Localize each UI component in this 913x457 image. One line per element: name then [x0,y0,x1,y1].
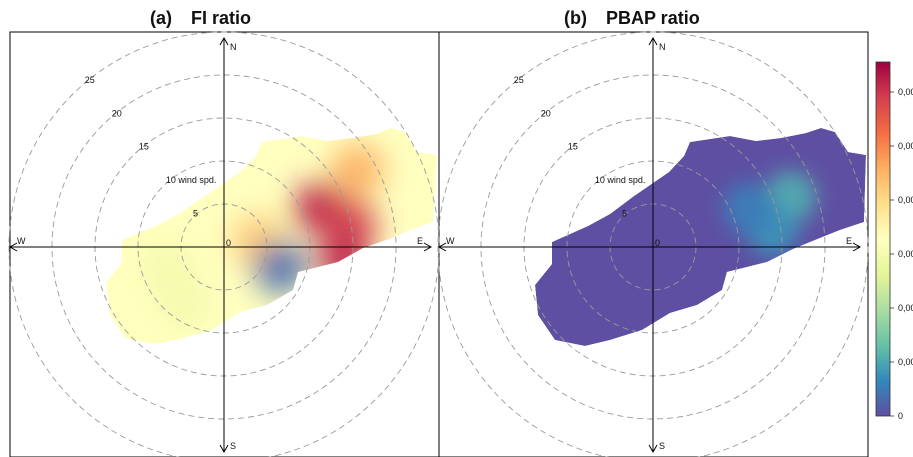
heat-spot [141,241,194,294]
colorbar-tick-label: 0,00 [898,195,913,205]
colorbar-tick-label: 0,00 [898,141,913,151]
east-label: E [417,236,423,246]
west-arrow [8,242,18,252]
colorbar-tick-label: 0 [898,411,903,421]
heat-spot [332,143,385,196]
ring-label: 15 [568,142,578,152]
south-arrow [219,444,229,454]
west-label: W [446,236,455,246]
ring-label: 10 wind spd. [595,175,646,185]
north-label: N [659,42,666,52]
south-label: S [230,441,236,451]
west-arrow [437,242,447,252]
center-label: 0 [655,238,660,248]
heat-spot [254,241,307,294]
east-arrow [852,242,862,252]
heat-spot [722,182,775,235]
center-label: 0 [226,238,231,248]
east-label: E [846,236,852,246]
panel-b-title: PBAP ratio [606,8,700,28]
ring-label: 25 [85,75,95,85]
ring-label: 15 [139,142,149,152]
ring-label: 20 [112,108,122,118]
panel-a-title: FI ratio [191,8,251,28]
ring-label: 10 wind spd. [166,175,217,185]
ring-label: 5 [193,209,198,219]
west-label: W [17,236,26,246]
north-arrow [648,36,658,46]
north-label: N [230,42,237,52]
south-label: S [659,441,665,451]
colorbar-tick-label: 0,00 [898,87,913,97]
panel-b-plot: N S E W 0 5 10 wind spd. 15 20 25 [437,31,869,457]
colorbar-tick-label: 0,00 [898,303,913,313]
colorbar-tick-label: 0,00 [898,357,913,367]
panel-a-letter: (a) [150,8,172,28]
ring-label: 20 [541,108,551,118]
ring-label: 25 [514,75,524,85]
east-arrow [423,242,433,252]
colorbar-tick-label: 0,00 [898,249,913,259]
colorbar [875,61,891,417]
colorbar-ticks: 0,00 0,00 0,00 0,00 0,00 0,00 0 [890,87,913,421]
south-arrow [648,444,658,454]
north-arrow [219,36,229,46]
panel-b-letter: (b) [564,8,587,28]
ring-label: 5 [622,209,627,219]
